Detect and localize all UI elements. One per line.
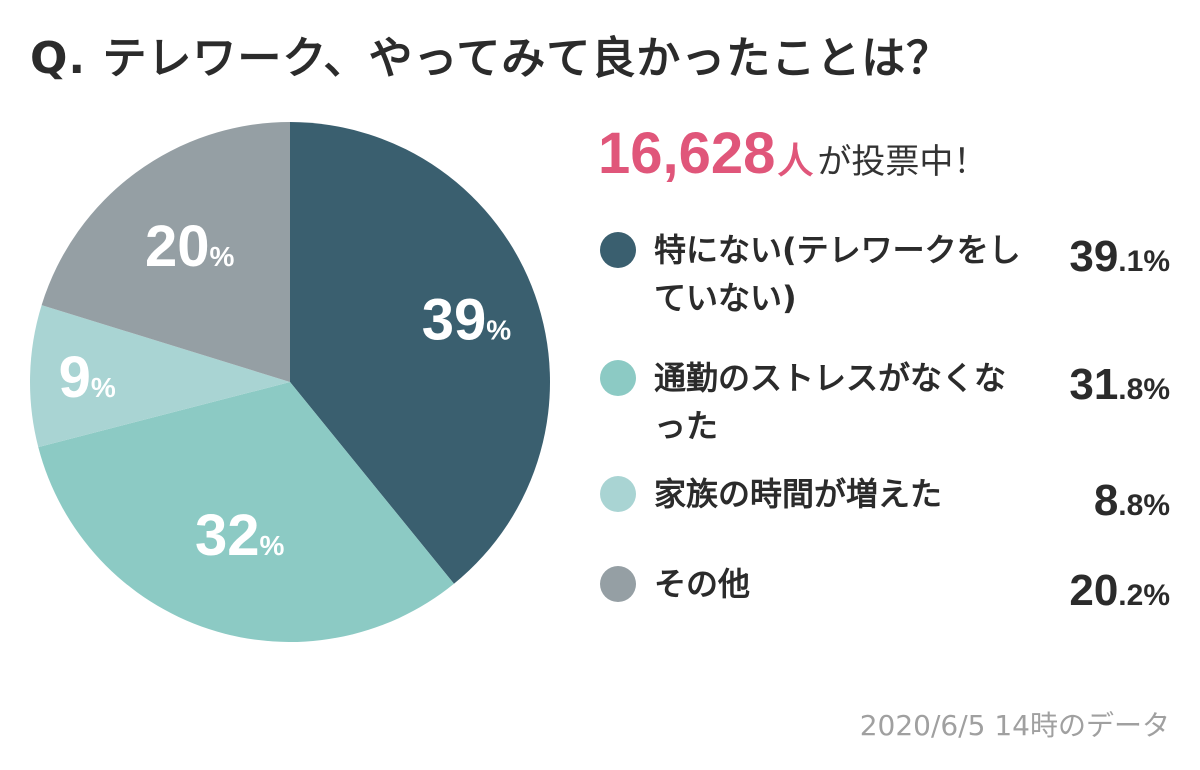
pie-slice-label: 32% xyxy=(195,503,285,568)
pie-slice-none xyxy=(290,122,550,584)
legend-value: 8.8% xyxy=(1093,476,1170,525)
legend-label: 特にない(テレワークをしていない) xyxy=(654,231,1021,317)
legend-item-other: その他 20.2% xyxy=(598,560,1170,615)
pie-slice-label: 9% xyxy=(59,345,116,410)
legend-value: 20.2% xyxy=(1069,566,1170,615)
legend-item-none: 特にない(テレワークをしていない) 39.1% xyxy=(598,226,1170,326)
pie-slice-label: 20% xyxy=(145,214,235,279)
legend-label: その他 xyxy=(654,565,751,603)
legend-dot xyxy=(600,476,636,512)
pie-slice-family xyxy=(29,305,290,448)
legend-dot xyxy=(600,232,636,268)
legend-item-commute: 通勤のストレスがなくなった 31.8% xyxy=(598,354,1170,454)
pie-slice-other xyxy=(41,122,290,382)
vote-count-line: 16,628人 が投票中！ xyxy=(598,120,987,187)
vote-count: 16,628 xyxy=(598,121,776,186)
legend-label: 家族の時間が増えた xyxy=(654,475,943,513)
legend-dot xyxy=(600,360,636,396)
legend-item-family: 家族の時間が増えた 8.8% xyxy=(598,470,1170,525)
data-date-note: 2020/6/5 14時のデータ xyxy=(859,709,1170,742)
legend-value: 31.8% xyxy=(1069,360,1170,409)
chart-title: Q. テレワーク、やってみて良かったことは？ xyxy=(30,33,952,84)
legend-label: 通勤のストレスがなくなった xyxy=(654,359,1007,445)
vote-count-unit: 人 xyxy=(777,141,814,182)
pie-slice-commute xyxy=(38,382,454,642)
legend-dot xyxy=(600,566,636,602)
vote-count-suffix: が投票中！ xyxy=(817,142,988,182)
legend-value: 39.1% xyxy=(1069,232,1170,281)
pie-chart: 39% 32% 9% 20% xyxy=(29,122,550,642)
pie-slice-label: 39% xyxy=(422,287,512,352)
